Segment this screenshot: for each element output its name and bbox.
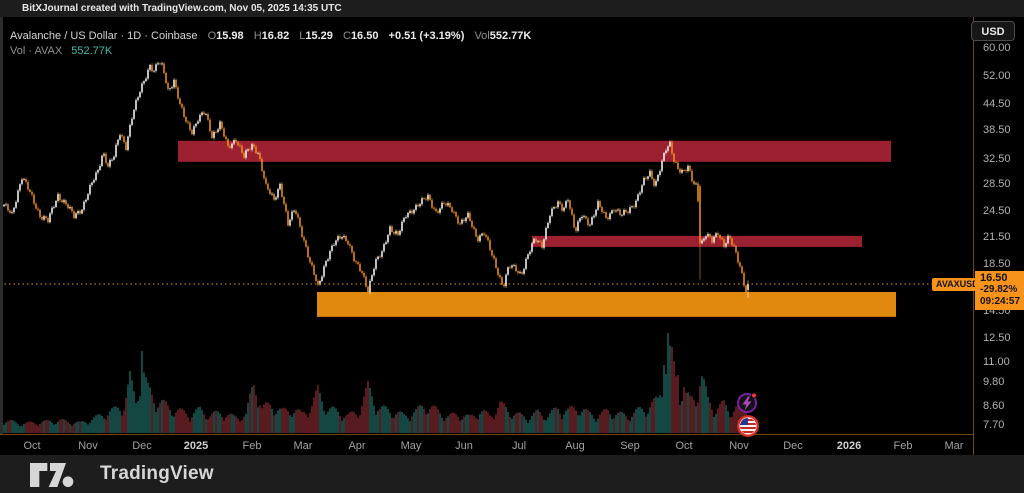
svg-text:24.50: 24.50 <box>983 205 1011 217</box>
svg-text:11.00: 11.00 <box>983 356 1010 368</box>
svg-text:52.00: 52.00 <box>983 70 1011 82</box>
svg-text:May: May <box>401 440 422 452</box>
svg-text:Dec: Dec <box>783 440 803 452</box>
currency-toggle-button[interactable]: USD <box>971 21 1015 41</box>
svg-text:2026: 2026 <box>837 440 861 452</box>
tradingview-brand-text[interactable]: TradingView <box>100 463 214 484</box>
chart-area[interactable]: 60.00 52.00 44.50 38.50 32.50 28.50 24.50 21.50… <box>0 17 1024 455</box>
high-value: 16.82 <box>261 30 290 42</box>
low-value: 15.29 <box>305 30 333 42</box>
svg-text:Sep: Sep <box>620 440 640 452</box>
svg-text:Oct: Oct <box>675 440 692 452</box>
svg-text:Mar: Mar <box>294 440 313 452</box>
supply-zone-upper <box>178 140 891 162</box>
svg-text:21.50: 21.50 <box>983 231 1011 243</box>
svg-text:Oct: Oct <box>23 440 40 452</box>
high-key: H <box>253 30 262 42</box>
price-axis-labels[interactable]: 60.00 52.00 44.50 38.50 32.50 28.50 24.50 21.50… <box>983 42 1011 431</box>
change-value: +0.51 (+3.19%) <box>388 30 465 42</box>
close-key: C <box>342 30 351 42</box>
volume-value: 552.77K <box>489 30 532 42</box>
svg-text:60.00: 60.00 <box>983 42 1011 54</box>
symbol-title[interactable]: Avalanche / US Dollar · 1D · Coinbase <box>10 30 198 42</box>
attribution-text: BitXJournal created with TradingView.com… <box>22 3 342 14</box>
zones-layer <box>178 140 896 317</box>
svg-text:38.50: 38.50 <box>983 124 1011 136</box>
open-value: 15.98 <box>216 30 244 42</box>
axis-border-lines <box>0 17 974 455</box>
supply-zone-mid <box>532 235 862 247</box>
symbol-price-tag: AVAXUSD <box>932 278 983 291</box>
footer-bar: TradingView <box>0 455 1024 493</box>
svg-text:Mar: Mar <box>945 440 964 452</box>
last-price-value: 16.50 <box>980 272 1008 284</box>
bar-close-countdown: 09:24:57 <box>980 296 1021 307</box>
time-axis-labels[interactable]: Oct Nov Dec 2025 Feb Mar Apr May Jun Jul Aug Sep Oct… <box>23 440 963 452</box>
volume-indicator-label[interactable]: Vol · AVAX <box>10 45 63 57</box>
candles-layer <box>3 61 749 299</box>
last-price-label: 16.50 -29.82% 09:24:57 <box>975 271 1024 310</box>
window-edge <box>0 17 3 434</box>
price-chart-canvas[interactable]: 60.00 52.00 44.50 38.50 32.50 28.50 24.50 21.50… <box>0 17 1024 455</box>
svg-text:28.50: 28.50 <box>983 178 1011 190</box>
crypto-event-icon[interactable] <box>737 392 758 413</box>
snapshot-attribution-bar: BitXJournal created with TradingView.com… <box>0 0 1024 17</box>
svg-text:Jun: Jun <box>455 440 473 452</box>
svg-text:Jul: Jul <box>512 440 526 452</box>
last-price-change: -29.82% <box>980 284 1018 295</box>
volume-layer <box>3 333 749 433</box>
svg-text:8.60: 8.60 <box>983 400 1004 412</box>
us-economic-event-icon[interactable] <box>737 415 759 437</box>
demand-zone-lower <box>317 292 896 317</box>
svg-text:9.80: 9.80 <box>983 376 1004 388</box>
svg-text:Feb: Feb <box>243 440 262 452</box>
svg-text:32.50: 32.50 <box>983 153 1011 165</box>
svg-text:12.50: 12.50 <box>983 332 1011 344</box>
chart-legend[interactable]: Avalanche / US Dollar · 1D · Coinbase O1… <box>10 29 531 58</box>
svg-text:Apr: Apr <box>348 440 365 452</box>
svg-text:2025: 2025 <box>184 440 208 452</box>
volume-indicator-value: 552.77K <box>71 45 113 57</box>
svg-text:7.70: 7.70 <box>983 419 1004 431</box>
svg-text:Nov: Nov <box>729 440 749 452</box>
svg-text:18.50: 18.50 <box>983 258 1011 270</box>
close-value: 16.50 <box>350 30 379 42</box>
volume-key: Vol <box>474 30 490 42</box>
event-icons[interactable] <box>737 392 759 437</box>
svg-text:Dec: Dec <box>132 440 152 452</box>
svg-text:44.50: 44.50 <box>983 98 1011 110</box>
svg-text:Aug: Aug <box>565 440 585 452</box>
tradingview-logo-icon[interactable] <box>30 463 74 487</box>
open-key: O <box>207 30 217 42</box>
low-key: L <box>299 30 306 42</box>
svg-text:Nov: Nov <box>78 440 98 452</box>
svg-text:Feb: Feb <box>894 440 913 452</box>
